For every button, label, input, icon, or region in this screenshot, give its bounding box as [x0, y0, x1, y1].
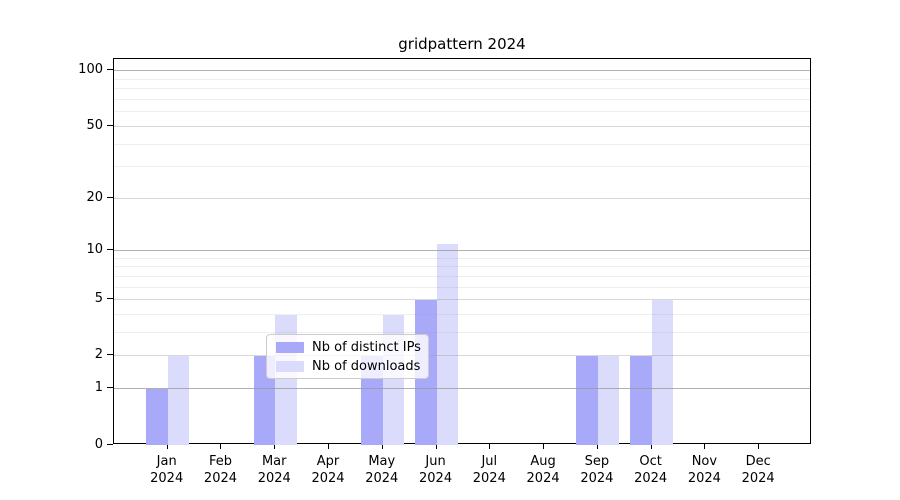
x-tick-mark [596, 444, 598, 449]
x-tick-label: Mar 2024 [257, 454, 291, 486]
y-tick-label: 10 [86, 242, 103, 258]
gridline [114, 111, 810, 113]
gridline [114, 99, 810, 101]
gridline [114, 299, 810, 301]
x-tick-mark [274, 444, 276, 449]
x-tick-mark [435, 444, 437, 449]
bar-distinct-ips [630, 355, 652, 445]
bar-downloads [436, 243, 459, 445]
x-tick-label: Jun 2024 [419, 454, 453, 486]
legend-swatch [276, 360, 304, 372]
y-tick-mark [107, 387, 113, 389]
gridline [114, 197, 810, 199]
x-tick-label: Apr 2024 [311, 454, 345, 486]
gridline [114, 70, 810, 72]
x-tick-mark [543, 444, 545, 449]
y-tick-mark [107, 249, 113, 251]
x-tick-mark [381, 444, 383, 449]
gridline [114, 266, 810, 268]
x-tick-mark [220, 444, 222, 449]
y-tick-mark [107, 443, 113, 445]
y-tick-label: 0 [94, 436, 103, 452]
gridline [114, 88, 810, 90]
gridline [114, 250, 810, 252]
y-tick-label: 1 [94, 380, 103, 396]
gridline [114, 166, 810, 168]
bar-downloads [651, 299, 674, 445]
legend-item: Nb of downloads [267, 359, 428, 374]
gridline [114, 78, 810, 80]
gridline [114, 388, 810, 390]
bar-downloads [597, 355, 620, 445]
legend: Nb of distinct IPs Nb of downloads [266, 334, 429, 379]
y-tick-mark [107, 124, 113, 126]
gridline [114, 125, 810, 127]
legend-item: Nb of distinct IPs [267, 340, 428, 355]
y-tick-label: 20 [86, 189, 103, 205]
x-tick-label: Dec 2024 [741, 454, 775, 486]
y-tick-mark [107, 69, 113, 71]
legend-label: Nb of distinct IPs [312, 339, 421, 355]
y-tick-label: 50 [86, 117, 103, 133]
legend-swatch [276, 341, 304, 353]
gridline [114, 275, 810, 277]
plot-area [113, 58, 811, 445]
legend-label: Nb of downloads [312, 358, 421, 374]
y-tick-mark [107, 298, 113, 300]
y-tick-mark [107, 196, 113, 198]
x-tick-mark [704, 444, 706, 449]
y-tick-label: 100 [78, 62, 103, 78]
x-tick-mark [489, 444, 491, 449]
x-tick-label: May 2024 [365, 454, 399, 486]
x-tick-label: Jul 2024 [472, 454, 506, 486]
x-tick-label: Aug 2024 [526, 454, 560, 486]
gridline [114, 286, 810, 288]
gridline [114, 143, 810, 145]
x-tick-label: Sep 2024 [580, 454, 614, 486]
y-tick-label: 5 [94, 291, 103, 307]
gridline [114, 332, 810, 334]
x-tick-label: Oct 2024 [634, 454, 668, 486]
x-tick-mark [650, 444, 652, 449]
y-tick-label: 2 [94, 347, 103, 363]
bar-distinct-ips [146, 388, 168, 445]
gridline [114, 257, 810, 259]
y-tick-mark [107, 354, 113, 356]
x-tick-label: Feb 2024 [203, 454, 238, 486]
bar-downloads [167, 355, 190, 445]
x-tick-mark [758, 444, 760, 449]
chart-title: gridpattern 2024 [398, 35, 526, 53]
gridline [114, 355, 810, 357]
bar-distinct-ips [576, 355, 598, 445]
gridline [114, 314, 810, 316]
x-tick-mark [328, 444, 329, 449]
x-tick-mark [166, 444, 168, 449]
x-tick-label: Jan 2024 [150, 454, 184, 486]
x-tick-label: Nov 2024 [687, 454, 721, 486]
